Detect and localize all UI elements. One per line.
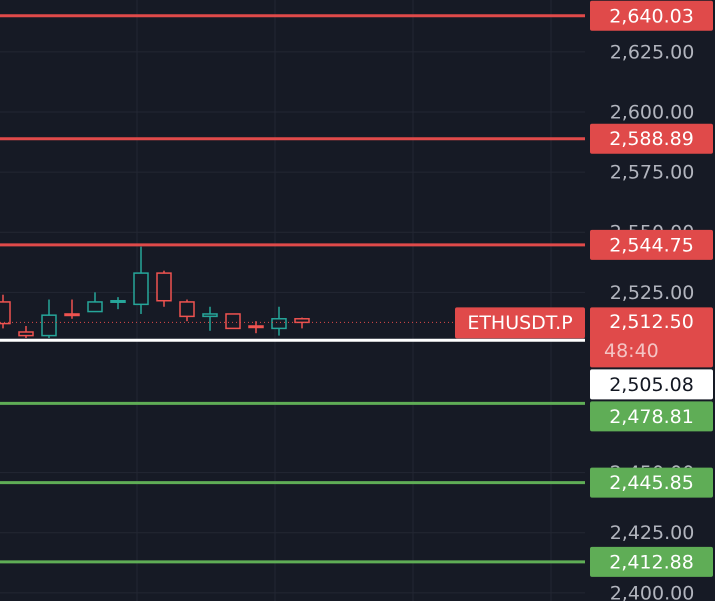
level-label-box — [590, 229, 713, 260]
candle-body — [110, 299, 126, 303]
level-label: 2,588.89 — [609, 128, 694, 150]
y-tick-label: 2,525.00 — [610, 282, 695, 304]
countdown-label: 48:40 — [604, 340, 659, 362]
level-label: 2,445.85 — [609, 472, 694, 494]
current-price-label: 2,512.50 — [609, 311, 694, 333]
candle-body — [156, 272, 172, 302]
candle-body — [18, 331, 34, 337]
level-label-box — [590, 467, 713, 498]
level-label-box — [590, 401, 713, 432]
candle-body — [179, 301, 195, 318]
level-label: 2,412.88 — [609, 551, 694, 573]
candle-body — [87, 301, 103, 313]
y-tick-label: 2,625.00 — [610, 41, 695, 63]
y-tick-label: 2,425.00 — [610, 522, 695, 544]
level-label-box — [590, 0, 713, 31]
candle-body — [294, 318, 310, 324]
y-tick-label: 2,575.00 — [610, 162, 695, 184]
level-label-box — [590, 123, 713, 154]
y-tick-label: 2,600.00 — [610, 102, 695, 124]
level-label: 2,640.03 — [609, 5, 694, 27]
candle-body — [41, 314, 57, 337]
level-label: 2,505.08 — [609, 374, 694, 396]
candle-body — [133, 272, 149, 306]
level-label-box — [590, 546, 713, 577]
symbol-label: ETHUSDT.P — [467, 312, 572, 334]
level-label: 2,544.75 — [609, 234, 694, 256]
symbol-box — [455, 307, 585, 339]
candle-body — [202, 313, 218, 318]
level-label: 2,478.81 — [609, 406, 694, 428]
current-price-box — [590, 307, 713, 368]
candle-body — [271, 318, 287, 330]
candle-body — [64, 313, 80, 317]
y-tick-label: 2,400.00 — [610, 582, 695, 601]
candle-body — [248, 325, 264, 329]
level-label-box — [590, 369, 713, 400]
candle-body — [0, 301, 11, 325]
candle-body — [225, 313, 241, 330]
